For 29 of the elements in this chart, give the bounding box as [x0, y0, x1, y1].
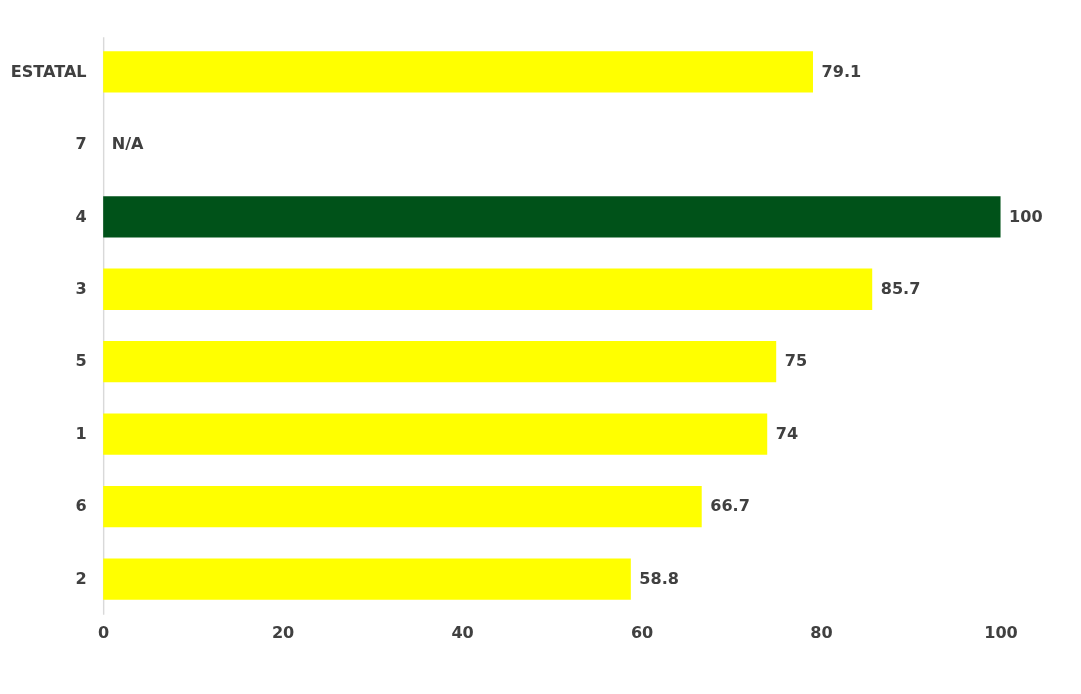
data-label: 85.7	[880, 278, 921, 298]
data-label: 79.1	[821, 61, 862, 81]
x-tick-label: 20	[271, 623, 295, 643]
x-tick-label: 40	[451, 623, 474, 643]
data-label: 74	[775, 423, 799, 443]
text: N/A	[111, 134, 144, 154]
bar	[103, 485, 702, 528]
x-tick-label: 80	[810, 623, 833, 643]
y-tick-label: 3	[75, 278, 87, 298]
x-tick-label: 0	[98, 623, 110, 643]
bar	[103, 341, 777, 383]
y-tick-label: ESTATAL	[10, 61, 87, 81]
x-tick-label: 100	[984, 623, 1018, 643]
y-tick-label: 6	[75, 496, 87, 516]
y-tick-label: 4	[75, 206, 87, 226]
data-label: 66.7	[710, 496, 750, 516]
data-label: 100	[1009, 206, 1043, 226]
data-label: 58.8	[639, 568, 680, 588]
bar	[103, 196, 1001, 238]
bar	[103, 558, 631, 600]
y-tick-label: 5	[75, 351, 87, 371]
y-tick-label: 2	[75, 568, 87, 588]
y-tick-label: 1	[75, 423, 87, 443]
bar	[103, 268, 873, 310]
bar	[103, 51, 813, 93]
data-label: 75	[784, 351, 808, 371]
x-tick-label: 60	[630, 623, 654, 643]
y-tick-label: 7	[75, 134, 87, 154]
bar	[103, 413, 768, 455]
